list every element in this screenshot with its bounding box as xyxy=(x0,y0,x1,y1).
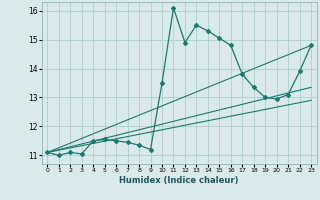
X-axis label: Humidex (Indice chaleur): Humidex (Indice chaleur) xyxy=(119,176,239,185)
